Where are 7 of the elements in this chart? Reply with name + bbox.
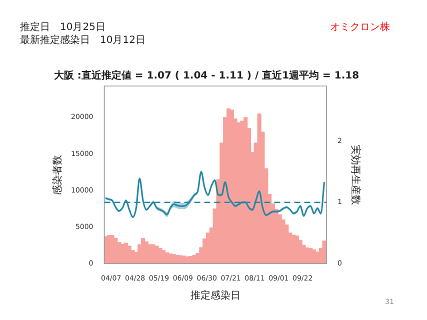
- x-axis-title: 推定感染日: [190, 290, 240, 302]
- text: 推定日 10月25日: [20, 20, 106, 34]
- text: 最新推定感染日 10月12日: [20, 34, 146, 47]
- text: オミクロン株: [330, 20, 390, 34]
- chart-title: 大阪 :直近推定値 = 1.07 ( 1.04 - 1.11 ) / 直近1週平均 = 1.18: [52, 70, 360, 82]
- y-axis-title: 感染者数: [52, 154, 64, 195]
- y2-axis-title: 実効再生産数: [349, 144, 362, 205]
